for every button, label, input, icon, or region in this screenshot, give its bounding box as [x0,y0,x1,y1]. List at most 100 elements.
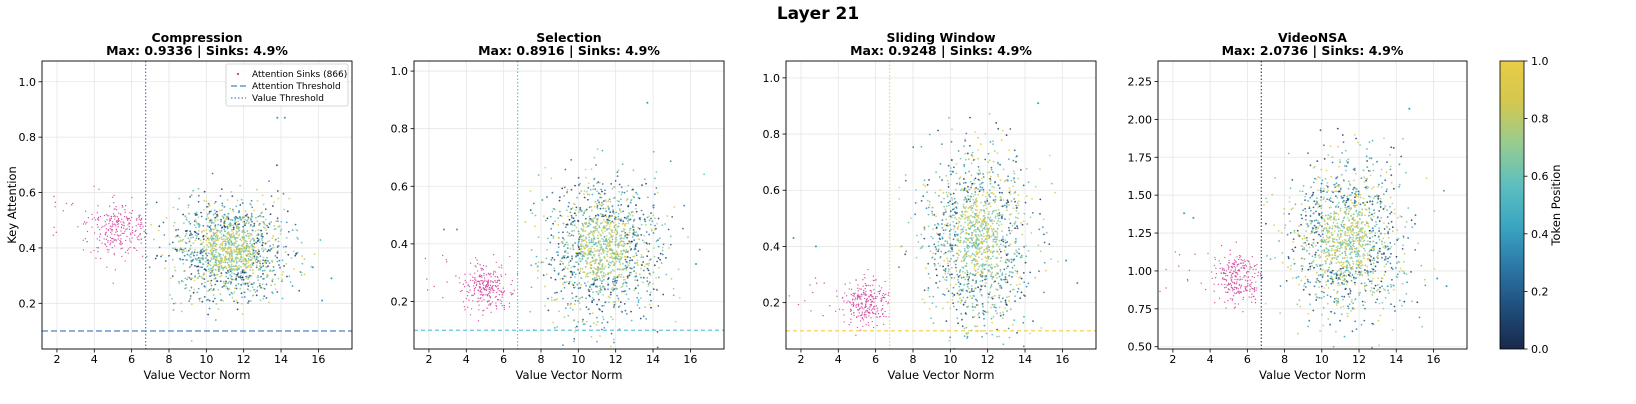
sink-point [871,320,873,323]
token-point [579,270,582,272]
token-point [1005,202,1008,204]
sink-point [114,218,116,220]
token-point [561,241,564,243]
token-point [1002,238,1004,241]
token-point [623,242,626,245]
sink-point [869,312,871,314]
token-point [236,266,239,268]
token-point [248,276,251,278]
token-point [627,205,629,208]
token-point [966,199,968,202]
sink-point [126,249,129,252]
sink-point [852,305,854,307]
token-point [223,282,226,285]
sink-point [52,234,54,236]
sink-point [474,286,477,289]
token-point [997,208,1000,211]
sink-point [137,238,139,240]
token-point [210,287,212,290]
token-point [246,282,248,284]
token-point [237,223,239,226]
sink-point [473,282,476,284]
sink-point [97,205,99,207]
token-point [581,267,584,270]
token-point [292,250,295,253]
token-point [225,236,228,239]
token-point [950,243,952,246]
sink-point [468,291,470,293]
token-point [200,257,202,260]
token-point [227,264,230,267]
token-point [196,277,199,280]
token-point [967,207,970,210]
sink-point [871,308,874,310]
sink-point [490,290,492,292]
token-point [262,215,265,218]
sink-point [498,266,500,268]
token-point [1054,191,1057,194]
token-point [965,289,968,292]
token-point [609,244,611,246]
token-point [253,224,256,227]
token-point [593,236,596,239]
token-point [251,261,254,264]
token-point [194,218,197,221]
token-point [276,260,279,263]
token-point [253,209,256,212]
token-point [650,212,652,215]
token-point [583,255,585,258]
token-point [612,257,615,260]
token-point [926,191,928,194]
token-point [966,306,969,309]
token-point [214,245,217,247]
token-point [964,272,966,274]
token-point [964,207,966,210]
token-point [986,250,989,253]
token-point [632,229,635,231]
token-point [1014,200,1016,203]
sink-point [492,273,495,276]
token-point [951,299,954,301]
token-point [1040,327,1043,329]
token-point [1034,185,1037,188]
token-point [994,181,997,183]
token-point [190,259,193,262]
token-point [224,235,227,238]
sink-point [849,302,851,304]
token-point [190,278,192,281]
token-point [955,222,958,225]
token-point [993,250,996,253]
token-point [585,284,587,287]
token-point [957,300,960,303]
token-point [582,234,585,237]
token-point [595,164,597,166]
token-point [1019,276,1022,278]
token-point [1015,238,1017,240]
token-point [984,195,987,198]
sink-point [865,300,867,303]
token-point [228,256,231,259]
token-point [596,245,598,248]
sink-point [490,280,492,282]
token-point [975,253,978,256]
sink-point [485,289,487,291]
token-point [566,209,568,212]
token-point [617,275,620,277]
token-point [604,230,606,233]
sink-point [880,300,883,303]
token-point [557,217,559,220]
token-point [587,198,589,201]
sink-point [508,306,510,308]
token-point [593,267,595,269]
sink-point [864,292,866,294]
token-point [987,296,990,299]
token-point [956,202,959,205]
sink-point [862,325,864,328]
token-point [959,301,962,304]
token-point [271,280,274,282]
token-point [1023,246,1025,248]
sink-point [488,295,491,297]
token-point [249,269,252,271]
sink-point [872,312,875,315]
token-point [230,259,233,262]
